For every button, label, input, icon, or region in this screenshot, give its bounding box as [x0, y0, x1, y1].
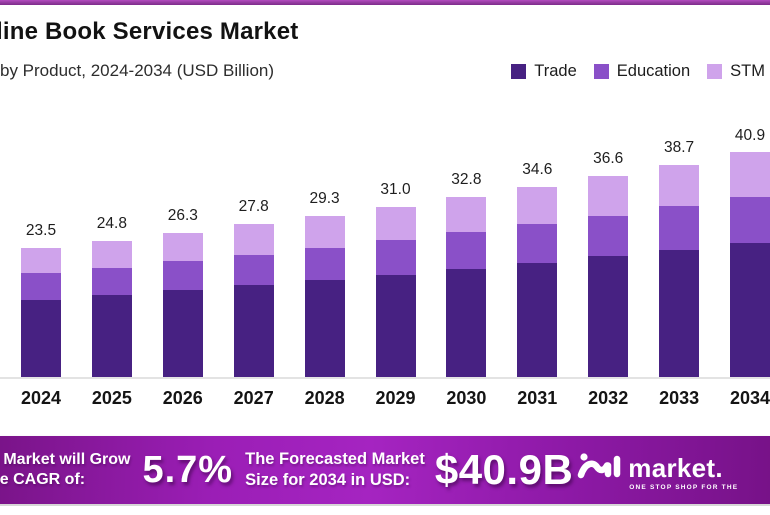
chart-plot: 23.5 24.8 26.3 27.8 29.3 31.0 32.8 34.6 36.6 38.7…	[0, 89, 770, 379]
value-label-2033: 38.7	[664, 138, 695, 156]
year-label-2032: 2032	[588, 388, 629, 408]
chart-subtitle: by Product, 2024-2034 (USD Billion)	[0, 61, 275, 80]
bar-segment-education-2030	[446, 232, 487, 269]
value-label-2032: 36.6	[593, 150, 624, 168]
bar-2031	[517, 187, 558, 377]
legend-item-education: Education	[593, 61, 691, 81]
bar-segment-education-2024	[21, 273, 61, 300]
top-accent-line	[0, 0, 770, 5]
brand-logo-row: market.	[577, 450, 738, 487]
value-label-2027: 27.8	[238, 198, 269, 216]
value-label-2031: 34.6	[522, 161, 553, 178]
bar-segment-education-2033	[659, 206, 700, 250]
bar-segment-stm-2028	[304, 216, 345, 249]
bar-2029	[375, 206, 416, 377]
year-label-2028: 2028	[304, 388, 345, 408]
bar-segment-trade-2032	[588, 256, 629, 377]
legend-item-trade: Trade	[511, 62, 577, 81]
bar-segment-education-2029	[375, 240, 416, 275]
bar-segment-trade-2025	[91, 295, 132, 377]
bar-segment-trade-2028	[304, 280, 345, 377]
bar-segment-education-2027	[233, 254, 274, 286]
bar-segment-stm-2026	[162, 232, 203, 262]
bar-segment-stm-2029	[375, 206, 416, 241]
bar-segment-trade-2026	[162, 290, 203, 377]
bar-segment-trade-2034	[730, 243, 770, 377]
year-label-2034: 2034	[729, 388, 770, 408]
cagr-caption-line1: e Market will Grow	[0, 450, 131, 468]
year-label-2027: 2027	[233, 388, 274, 408]
value-label-2030: 32.8	[451, 170, 482, 188]
bar-segment-stm-2024	[21, 247, 61, 274]
year-label-2026: 2026	[162, 388, 203, 408]
legend-swatch-stm	[707, 63, 723, 79]
bar-segment-trade-2031	[517, 262, 558, 377]
bar-2024	[21, 247, 61, 377]
year-label-2031: 2031	[517, 388, 558, 408]
cagr-value: 5.7%	[142, 448, 234, 491]
forecast-caption-line1: The Forecasted Market	[245, 449, 425, 468]
legend: Trade Education STM	[511, 62, 765, 81]
bar-segment-education-2026	[162, 261, 203, 291]
brand-logo: market. ONE STOP SHOP FOR THE	[577, 450, 738, 491]
bar-2030	[446, 196, 487, 377]
subtitle-row: by Product, 2024-2034 (USD Billion) Trad…	[0, 61, 770, 81]
bar-segment-education-2034	[730, 197, 770, 243]
legend-label: Education	[616, 61, 691, 80]
bar-segment-trade-2027	[233, 285, 274, 377]
bar-2034	[730, 152, 770, 377]
legend-swatch-education	[593, 63, 609, 79]
value-label-2026: 26.3	[167, 206, 198, 224]
bar-2025	[91, 240, 132, 377]
bar-2028	[304, 216, 345, 377]
x-axis-labels: 2024 2025 2026 2027 2028 2029 2030 2031 2032 2033…	[0, 379, 770, 415]
bar-segment-trade-2030	[446, 268, 487, 377]
forecast-caption-line2: Size for 2034 in USD:	[245, 471, 411, 489]
footer-strip	[0, 504, 770, 511]
cagr-caption-line2: he CAGR of:	[0, 471, 86, 488]
header: line Book Services Market by Product, 20…	[0, 5, 770, 81]
bar-segment-education-2031	[517, 224, 558, 263]
bar-segment-stm-2031	[517, 187, 558, 225]
bar-segment-stm-2030	[446, 196, 487, 233]
legend-label: Trade	[534, 61, 577, 80]
bar-segment-stm-2027	[233, 224, 274, 255]
bottom-banner: e Market will Grow he CAGR of: 5.7% The …	[0, 436, 770, 504]
x-axis-line	[0, 377, 770, 379]
bar-segment-education-2032	[588, 215, 629, 257]
page-title: line Book Services Market	[0, 18, 299, 45]
bar-segment-stm-2032	[588, 176, 629, 216]
value-label-2025: 24.8	[96, 214, 127, 232]
forecast-caption: The Forecasted Market Size for 2034 in U…	[245, 449, 425, 491]
legend-label: STM	[730, 61, 765, 80]
bar-2026	[162, 232, 203, 377]
bar-2032	[588, 176, 629, 377]
bar-segment-stm-2034	[730, 152, 770, 198]
legend-item-stm: STM	[707, 62, 765, 81]
value-label-2024: 23.5	[25, 222, 57, 239]
bar-segment-trade-2024	[21, 299, 61, 377]
bar-2027	[233, 224, 274, 377]
brand-logo-tagline: ONE STOP SHOP FOR THE	[629, 483, 739, 491]
bar-segment-stm-2025	[91, 240, 132, 268]
brand-logo-text: market.	[628, 452, 723, 483]
legend-swatch-trade	[511, 63, 527, 79]
value-label-2034: 40.9	[734, 126, 766, 144]
market-squiggle-icon	[577, 450, 623, 487]
value-label-2028: 29.3	[309, 190, 340, 208]
year-label-2030: 2030	[446, 388, 487, 408]
cagr-caption: e Market will Grow he CAGR of:	[0, 450, 130, 491]
year-label-2033: 2033	[659, 388, 700, 408]
year-label-2025: 2025	[91, 388, 132, 408]
bar-segment-education-2028	[304, 248, 345, 281]
bar-segment-trade-2029	[375, 274, 416, 377]
value-label-2029: 31.0	[380, 180, 411, 198]
year-label-2024: 2024	[20, 388, 62, 408]
forecast-value: $40.9B	[434, 446, 574, 493]
bar-segment-stm-2033	[659, 164, 700, 207]
bar-2033	[659, 164, 700, 377]
bar-segment-trade-2033	[659, 249, 700, 377]
year-label-2029: 2029	[375, 388, 416, 408]
bar-segment-education-2025	[91, 267, 132, 296]
